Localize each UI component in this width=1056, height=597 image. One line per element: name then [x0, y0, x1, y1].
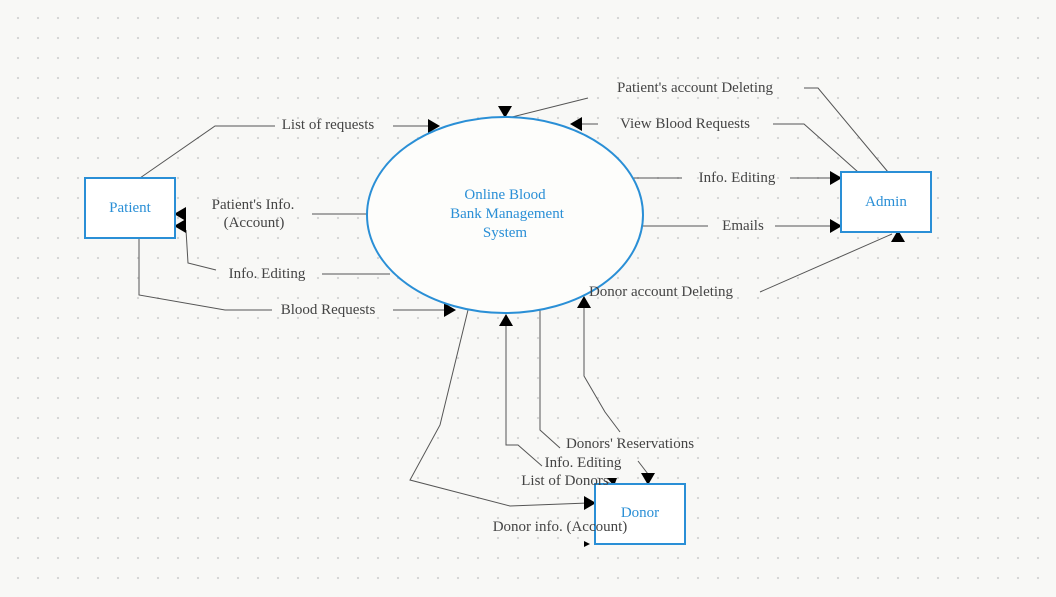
- arrow-donor-info-account: [584, 496, 596, 510]
- arrow-admin-info-editing: [830, 171, 842, 185]
- arrow-blood-requests: [444, 303, 456, 317]
- patient-label: Patient: [109, 200, 151, 216]
- edge-blood-requests: [138, 238, 272, 311]
- label-donor-account-deleting: Donor account Deleting: [589, 284, 734, 300]
- arrow-donor-account-deleting-admin: [891, 230, 905, 242]
- admin-label: Admin: [865, 194, 907, 210]
- arrowheads: [174, 106, 905, 547]
- edge-donor-info-editing: [505, 326, 543, 467]
- arrow-donor-info-editing: [499, 314, 513, 326]
- donor-label: Donor: [621, 505, 659, 521]
- node-patient[interactable]: Patient: [84, 177, 176, 239]
- connectors: [138, 87, 893, 507]
- edge-donors-reservations: [539, 310, 561, 449]
- edge-donor-account-deleting: [759, 233, 893, 293]
- arrow-view-blood-requests: [570, 117, 582, 131]
- edge-view-blood-requests: [773, 123, 859, 173]
- label-donor-info-editing: Info. Editing: [545, 455, 622, 471]
- label-donor-info-account: Donor info. (Account): [493, 519, 628, 535]
- edge-patient-info-editing: [185, 229, 217, 271]
- admin-box[interactable]: [840, 171, 932, 233]
- label-patient-info-line-1: Patient's Info.: [212, 197, 295, 213]
- node-donor[interactable]: Donor: [594, 483, 686, 545]
- edge-donors-reservations-tail: [637, 460, 649, 475]
- edge-list-of-requests: [139, 125, 275, 179]
- system-label-line-3: System: [483, 225, 528, 241]
- arrow-donor-info-account-lower: [584, 541, 590, 547]
- arrow-emails: [830, 219, 842, 233]
- node-system[interactable]: Online Blood Bank Management System: [366, 116, 644, 314]
- label-donors-reservations: Donors' Reservations: [566, 436, 694, 452]
- arrow-patient-info: [174, 207, 186, 221]
- donor-box[interactable]: [594, 483, 686, 545]
- label-list-of-requests: List of requests: [282, 117, 375, 133]
- label-view-blood-requests: View Blood Requests: [620, 116, 750, 132]
- patient-box[interactable]: [84, 177, 176, 239]
- arrow-patient-info-editing: [174, 219, 186, 233]
- label-patient-info-editing: Info. Editing: [229, 266, 306, 282]
- label-list-of-donors: List of Donors: [521, 473, 609, 489]
- arrow-list-of-requests: [428, 119, 440, 133]
- system-ellipse[interactable]: [366, 116, 644, 314]
- system-label-line-1: Online Blood: [464, 187, 546, 203]
- label-patient-account-deleting: Patient's account Deleting: [617, 80, 773, 96]
- flow-labels: List of requests Patient's Info. (Accoun…: [212, 80, 776, 535]
- edge-patient-account-deleting-tail: [507, 97, 589, 119]
- arrow-donors-reservations: [641, 473, 655, 485]
- arrow-patient-account-deleting: [498, 106, 512, 118]
- edge-donor-delete-up: [583, 308, 621, 433]
- node-admin[interactable]: Admin: [840, 171, 932, 233]
- label-patient-info-line-2: (Account): [224, 215, 285, 231]
- system-label-line-2: Bank Management: [450, 206, 565, 222]
- label-blood-requests: Blood Requests: [281, 302, 376, 318]
- arrow-donor-account-deleting-system: [577, 296, 591, 308]
- label-emails: Emails: [722, 218, 764, 234]
- edge-donor-info-account: [409, 309, 589, 507]
- edge-patient-account-deleting: [804, 87, 889, 173]
- label-admin-info-editing: Info. Editing: [699, 170, 776, 186]
